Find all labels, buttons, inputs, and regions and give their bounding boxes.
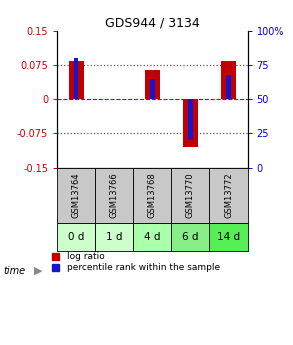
Text: GSM13770: GSM13770	[186, 172, 195, 218]
Bar	[95, 168, 133, 223]
Text: GSM13764: GSM13764	[72, 172, 81, 218]
Text: time: time	[3, 266, 25, 276]
Bar	[57, 223, 95, 251]
Text: ▶: ▶	[34, 266, 42, 276]
Bar	[171, 223, 209, 251]
Bar	[221, 61, 236, 99]
Bar	[209, 223, 248, 251]
Title: GDS944 / 3134: GDS944 / 3134	[105, 17, 200, 30]
Text: GSM13766: GSM13766	[110, 172, 119, 218]
Text: 6 d: 6 d	[182, 232, 199, 242]
Bar	[57, 168, 95, 223]
Text: 1 d: 1 d	[106, 232, 122, 242]
Bar	[133, 223, 171, 251]
Bar	[171, 168, 209, 223]
Text: GSM13772: GSM13772	[224, 172, 233, 218]
Bar	[209, 168, 248, 223]
Bar	[69, 61, 84, 99]
Text: 4 d: 4 d	[144, 232, 161, 242]
Bar	[133, 168, 171, 223]
Bar	[145, 70, 160, 99]
Bar	[150, 79, 155, 99]
Text: 0 d: 0 d	[68, 232, 84, 242]
Bar	[183, 99, 198, 147]
Legend: log ratio, percentile rank within the sample: log ratio, percentile rank within the sa…	[52, 252, 220, 273]
Bar	[74, 58, 79, 99]
Bar	[95, 223, 133, 251]
Text: 14 d: 14 d	[217, 232, 240, 242]
Text: GSM13768: GSM13768	[148, 172, 157, 218]
Bar	[226, 75, 231, 99]
Bar	[188, 99, 193, 140]
